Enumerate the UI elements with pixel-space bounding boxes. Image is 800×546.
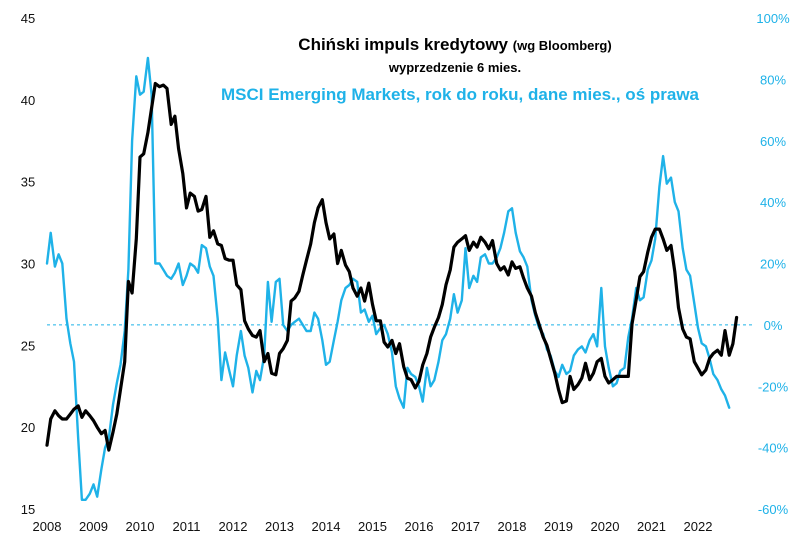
left-axis-tick-label: 30 — [21, 257, 35, 272]
left-axis-tick-label: 45 — [21, 11, 35, 26]
right-axis-tick-label: 20% — [760, 257, 786, 272]
x-axis-tick-label: 2022 — [684, 519, 713, 534]
right-axis-tick-label: -40% — [758, 441, 789, 456]
x-axis-tick-label: 2011 — [173, 519, 201, 534]
x-axis-tick-label: 2021 — [637, 519, 666, 534]
x-axis-tick-label: 2008 — [33, 519, 62, 534]
x-axis-tick-label: 2016 — [405, 519, 434, 534]
x-axis-tick-label: 2020 — [591, 519, 620, 534]
x-axis-tick-label: 2009 — [79, 519, 108, 534]
chart-title-main: Chiński impuls kredytowy (wg Bloomberg) — [298, 35, 611, 54]
right-axis-tick-label: 0% — [764, 318, 783, 333]
left-axis-tick-label: 40 — [21, 93, 35, 108]
x-axis-tick-label: 2012 — [219, 519, 248, 534]
line-layer — [45, 56, 739, 501]
x-axis-tick-label: 2013 — [265, 519, 294, 534]
x-axis-tick-label: 2019 — [544, 519, 573, 534]
tick-layer: 15 20 25 30 35 40 45 -60% -40% -20% 0% 20% 40% 60% 80%… — [21, 11, 790, 534]
left-axis-tick-label: 35 — [21, 175, 35, 190]
right-axis-tick-label: 80% — [760, 72, 786, 87]
right-axis-tick-label: -20% — [758, 379, 789, 394]
x-axis-tick-label: 2010 — [126, 519, 155, 534]
chart-title-secondary: MSCI Emerging Markets, rok do roku, dane… — [221, 85, 700, 104]
left-axis-tick-label: 15 — [21, 502, 35, 517]
series-line-msci-em — [45, 56, 731, 501]
left-axis-tick-label: 25 — [21, 338, 35, 353]
right-axis-tick-label: 60% — [760, 134, 786, 149]
left-axis-tick-label: 20 — [21, 420, 35, 435]
right-axis-tick-label: 40% — [760, 195, 786, 210]
series-line-credit-impulse — [45, 81, 739, 452]
right-axis-tick-label: -60% — [758, 502, 789, 517]
chart-subtitle: wyprzedzenie 6 mies. — [388, 60, 521, 75]
x-axis-tick-label: 2017 — [451, 519, 480, 534]
right-axis-tick-label: 100% — [756, 11, 790, 26]
x-axis-tick-label: 2015 — [358, 519, 387, 534]
x-axis-tick-label: 2018 — [498, 519, 527, 534]
x-axis-tick-label: 2014 — [312, 519, 341, 534]
chart-title-main-note: (wg Bloomberg) — [513, 38, 612, 53]
